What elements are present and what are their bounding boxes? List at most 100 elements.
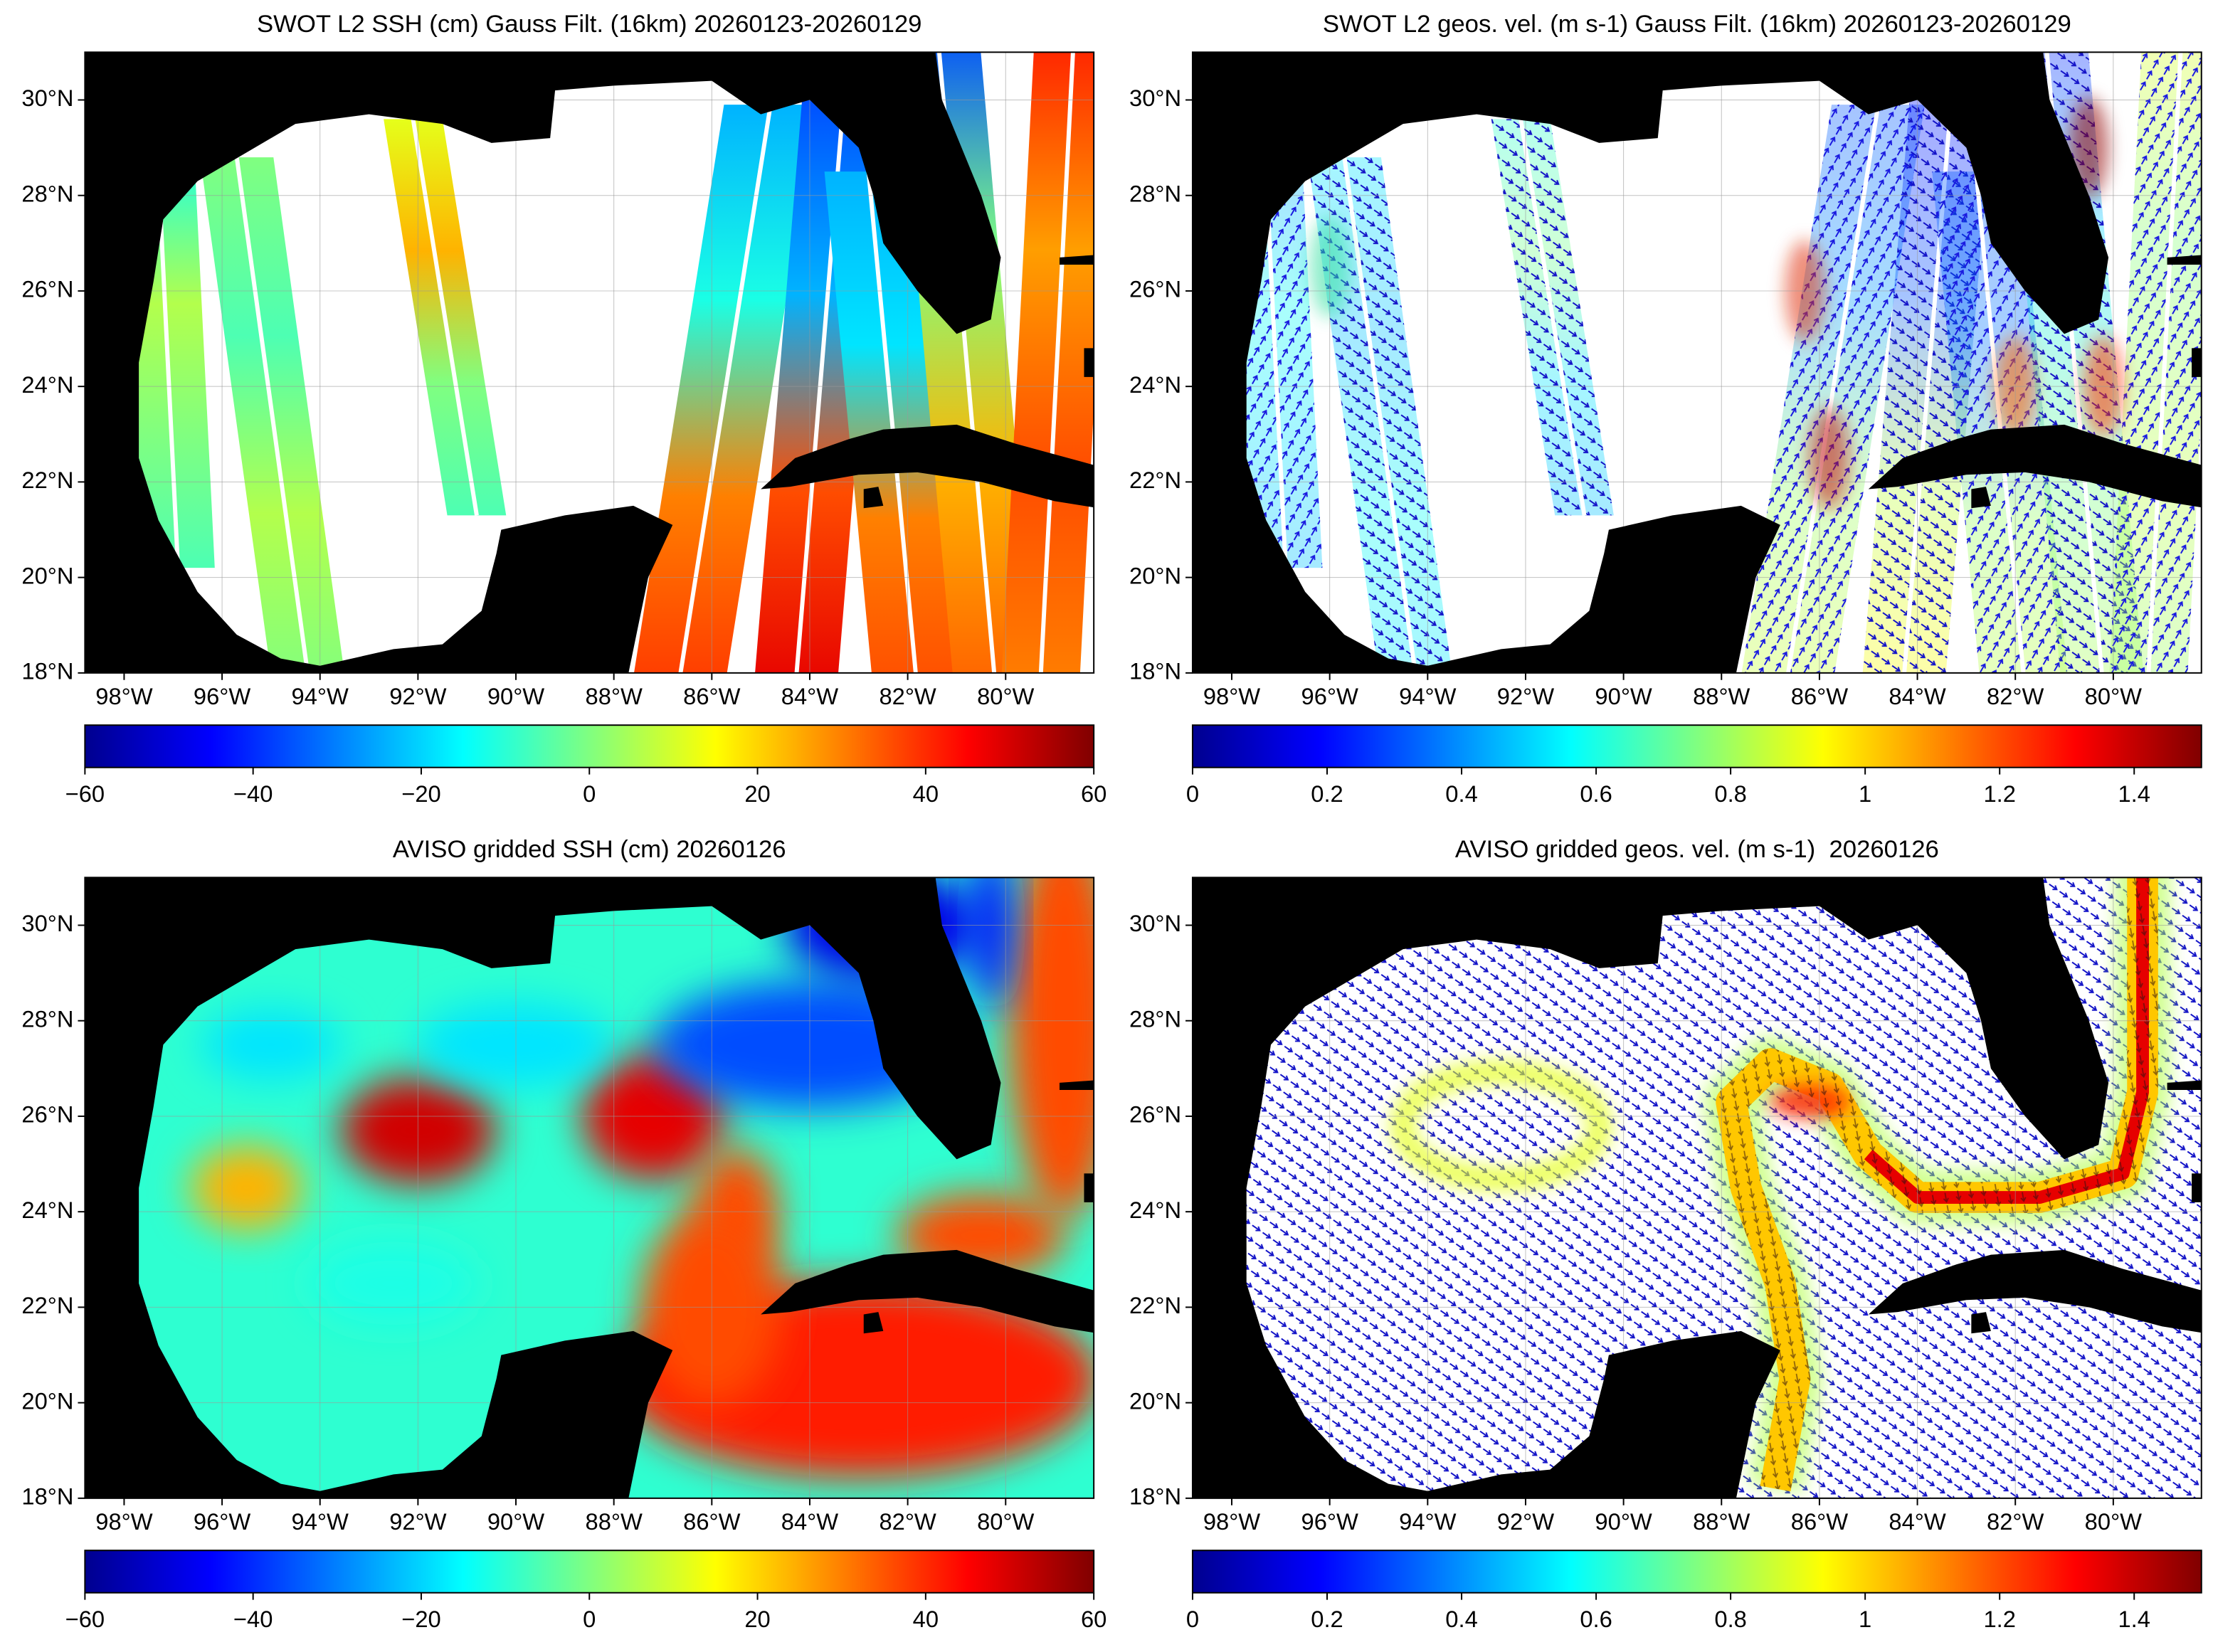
x-tick-label: 86°W — [683, 1508, 740, 1535]
colorbar-tick-label: 0.6 — [1580, 1606, 1612, 1632]
colorbar-tick-label: 0.4 — [1445, 780, 1477, 807]
y-tick-label: 20°N — [1129, 1387, 1181, 1414]
land — [1059, 255, 1094, 265]
map-frame — [84, 51, 1095, 674]
map-field — [1192, 877, 2202, 1498]
map-title: SWOT L2 SSH (cm) Gauss Filt. (16km) 2026… — [257, 11, 921, 38]
x-tick-label: 92°W — [1497, 683, 1554, 709]
x-tick-label: 80°W — [2085, 1508, 2142, 1535]
land — [863, 1312, 884, 1334]
swath-gap — [1342, 157, 1417, 673]
swath-gap — [678, 104, 773, 673]
colorbar — [1191, 724, 2202, 768]
map-frame — [1191, 877, 2202, 1499]
land — [85, 877, 1001, 1498]
map-title: AVISO gridded geos. vel. (m s-1) 2026012… — [1455, 836, 1939, 863]
map-title: AVISO gridded SSH (cm) 20260126 — [393, 836, 786, 863]
ssh-anomaly — [1008, 877, 1094, 1219]
swath-gap — [234, 157, 310, 673]
colorbar-tick-label: 20 — [744, 780, 770, 807]
eddy — [1389, 1059, 1613, 1192]
y-tick-label: 24°N — [1129, 371, 1181, 398]
x-tick-label: 94°W — [1399, 1508, 1456, 1535]
x-tick-label: 82°W — [879, 1508, 936, 1535]
x-tick-label: 88°W — [1693, 1508, 1750, 1535]
land — [85, 52, 1001, 673]
x-tick-label: 90°W — [487, 1508, 544, 1535]
y-tick-label: 18°N — [21, 657, 73, 684]
fast-flow — [1809, 407, 1849, 509]
swath-gap — [1519, 118, 1587, 516]
y-tick-label: 26°N — [21, 276, 73, 302]
x-tick-label: 94°W — [292, 1508, 349, 1535]
swath-vectors — [2109, 52, 2202, 673]
map-field — [1192, 52, 2202, 673]
land — [1192, 52, 2109, 673]
x-tick-label: 88°W — [586, 683, 643, 709]
land — [1868, 1249, 2202, 1333]
x-tick-label: 82°W — [879, 683, 936, 709]
colorbar-tick-label: 0.2 — [1311, 780, 1343, 807]
y-tick-label: 28°N — [21, 1005, 73, 1032]
land — [1868, 424, 2202, 508]
map-panel: AVISO gridded geos. vel. (m s-1) 2026012… — [1129, 836, 2202, 1632]
colorbar-tick-label: 20 — [744, 1606, 770, 1632]
x-tick-label: 96°W — [194, 1508, 250, 1535]
x-tick-label: 90°W — [1595, 683, 1652, 709]
y-tick-label: 28°N — [1129, 1005, 1181, 1032]
swath-gap — [1785, 104, 1881, 673]
x-tick-label: 86°W — [1791, 1508, 1848, 1535]
colorbar-tick-label: 0.8 — [1714, 780, 1746, 807]
colorbar-tick-label: 1.2 — [1983, 1606, 2015, 1632]
colorbar-tick-label: −20 — [401, 1606, 440, 1632]
land — [1971, 487, 1991, 509]
map-frame — [84, 877, 1095, 1499]
y-tick-label: 20°N — [21, 1387, 73, 1414]
x-tick-label: 94°W — [292, 683, 349, 709]
x-tick-label: 84°W — [781, 683, 838, 709]
colorbar-tick-label: 60 — [1081, 780, 1106, 807]
x-tick-label: 96°W — [1301, 1508, 1358, 1535]
y-tick-label: 18°N — [1129, 1483, 1181, 1510]
x-tick-label: 96°W — [194, 683, 250, 709]
x-tick-label: 98°W — [1203, 683, 1260, 709]
land — [863, 487, 884, 509]
colorbar-tick-label: −60 — [65, 780, 105, 807]
x-tick-label: 82°W — [1987, 1508, 2044, 1535]
map-panel: SWOT L2 SSH (cm) Gauss Filt. (16km) 2026… — [21, 11, 1106, 807]
colorbar-tick-label: 1 — [1859, 1606, 1871, 1632]
map-title: SWOT L2 geos. vel. (m s-1) Gauss Filt. (… — [1323, 11, 2071, 38]
land — [1084, 1173, 1094, 1202]
colorbar-tick-label: 60 — [1081, 1606, 1106, 1632]
x-tick-label: 82°W — [1987, 683, 2044, 709]
swath — [1001, 52, 1094, 673]
ssh-anomaly — [190, 1145, 303, 1231]
y-tick-label: 30°N — [21, 910, 73, 936]
x-tick-label: 84°W — [1889, 1508, 1945, 1535]
colorbar-tick-label: 40 — [913, 780, 939, 807]
y-tick-label: 18°N — [1129, 657, 1181, 684]
land — [1971, 1312, 1991, 1334]
x-tick-label: 86°W — [1791, 683, 1848, 709]
y-tick-label: 30°N — [1129, 85, 1181, 111]
map-panel: AVISO gridded SSH (cm) 20260126 98°W 96°W 9… — [21, 836, 1106, 1632]
x-tick-label: 92°W — [389, 1508, 446, 1535]
colorbar-tick-label: 1.4 — [2118, 1606, 2150, 1632]
colorbar-tick-label: 0.4 — [1445, 1606, 1477, 1632]
land — [761, 424, 1094, 508]
swath-gap — [411, 118, 479, 516]
x-tick-label: 84°W — [1889, 683, 1945, 709]
colorbar-tick-label: −40 — [233, 780, 273, 807]
land — [761, 1249, 1094, 1333]
swath-gap — [1038, 52, 1075, 673]
y-tick-label: 24°N — [21, 371, 73, 398]
x-tick-label: 88°W — [1693, 683, 1750, 709]
y-tick-label: 26°N — [1129, 276, 1181, 302]
land — [1084, 348, 1094, 377]
y-tick-label: 22°N — [21, 467, 73, 493]
y-tick-label: 22°N — [1129, 467, 1181, 493]
land — [2167, 1080, 2202, 1091]
ssh-anomaly — [200, 1009, 342, 1080]
x-tick-label: 86°W — [683, 683, 740, 709]
